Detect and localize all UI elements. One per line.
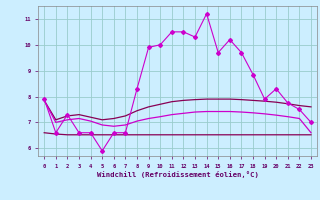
- X-axis label: Windchill (Refroidissement éolien,°C): Windchill (Refroidissement éolien,°C): [97, 171, 259, 178]
